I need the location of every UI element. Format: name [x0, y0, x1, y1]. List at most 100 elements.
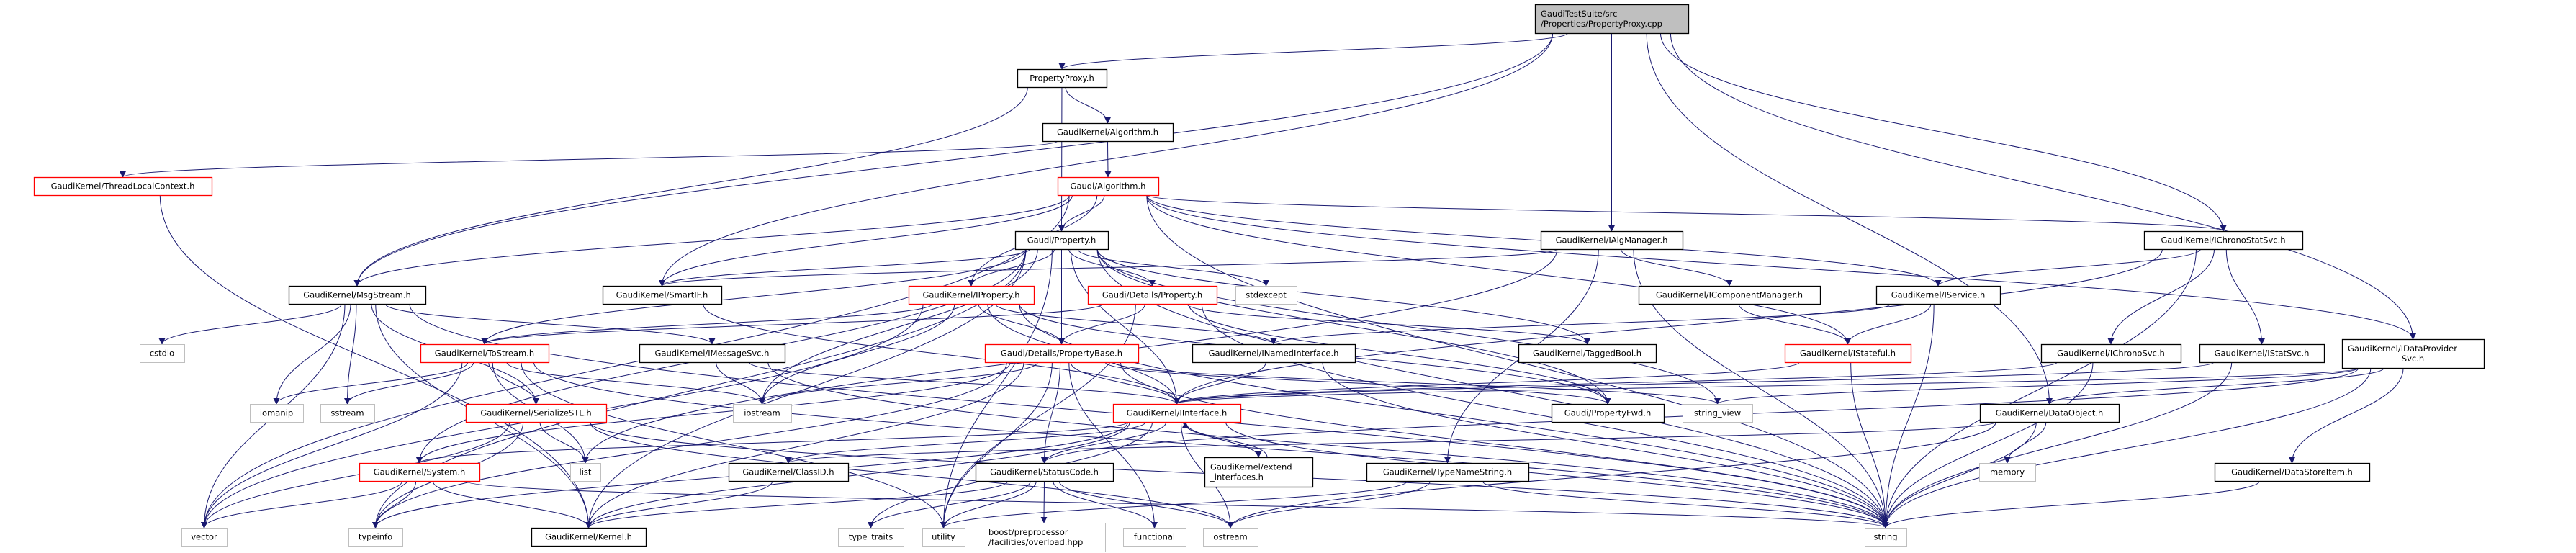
node-utility: utility [922, 528, 965, 547]
node-box [983, 523, 1106, 552]
node-box [288, 285, 427, 305]
edge-tostream-to-serial [488, 361, 539, 405]
node-label: GaudiKernel/INamedInterface.h [1209, 349, 1339, 359]
edge-serial-to-ostream [590, 421, 1234, 529]
node-dobj[interactable]: GaudiKernel/DataObject.h [1979, 403, 2120, 423]
node-imsg[interactable]: GaudiKernel/IMessageSvc.h [639, 343, 786, 364]
node-gprop[interactable]: Gaudi/Property.h [1014, 230, 1109, 251]
node-label: GaudiKernel/IProperty.h [922, 290, 1019, 300]
node-classid[interactable]: GaudiKernel/ClassID.h [728, 462, 850, 482]
edge-serial-to-list [539, 421, 589, 464]
node-label: GaudiKernel/MsgStream.h [303, 290, 411, 300]
node-label: GaudiKernel/IInterface.h [1127, 408, 1228, 418]
edge-imsg-to-string [767, 361, 1889, 529]
node-label: GaudiKernel/IComponentManager.h [1656, 290, 1803, 300]
edge-gprop-to-tagged [1096, 248, 1590, 345]
node-iint[interactable]: GaudiKernel/IInterface.h [1112, 403, 1242, 423]
node-system[interactable]: GaudiKernel/System.h [359, 462, 481, 482]
edge-iprop-to-pbase [978, 303, 1065, 345]
edge-system-to-kernel [432, 480, 592, 529]
node-pph[interactable]: PropertyProxy.h [1017, 68, 1108, 89]
edge-pbase-to-system [416, 361, 1011, 464]
node-label: GaudiKernel/IChronoStatSvc.h [2161, 235, 2285, 246]
node-dprop[interactable]: Gaudi/Details/Property.h [1087, 285, 1218, 305]
node-smartif[interactable]: GaudiKernel/SmartIF.h [602, 285, 723, 305]
node-isvc[interactable]: GaudiKernel/IService.h [1875, 285, 2001, 305]
node-statuscode[interactable]: GaudiKernel/StatusCode.h [975, 462, 1114, 482]
edge-serial-to-vector [201, 421, 510, 529]
node-label: GaudiKernel/IStateful.h [1800, 349, 1896, 359]
node-msg[interactable]: GaudiKernel/MsgStream.h [288, 285, 427, 305]
node-dsi[interactable]: GaudiKernel/DataStoreItem.h [2214, 462, 2371, 482]
node-icm[interactable]: GaudiKernel/IComponentManager.h [1638, 285, 1821, 305]
node-pbase[interactable]: Gaudi/Details/PropertyBase.h [984, 343, 1140, 364]
edge-istat-to-string [1882, 361, 2233, 529]
node-label: GaudiKernel/TaggedBool.h [1533, 349, 1641, 359]
edge-icss-to-iint [1174, 248, 2163, 405]
node-root[interactable]: GaudiTestSuite/src/Properties/PropertyPr… [1534, 4, 1690, 35]
node-box [984, 343, 1140, 364]
node-list: list [570, 463, 601, 482]
node-box [1534, 4, 1690, 35]
edge-ialgm-to-icm [1621, 248, 1733, 287]
node-label: Gaudi/Algorithm.h [1071, 181, 1146, 192]
node-tostream[interactable]: GaudiKernel/ToStream.h [420, 343, 550, 364]
node-box [1865, 528, 1907, 547]
node-box [1518, 343, 1657, 364]
node-iostream: iostream [733, 404, 792, 423]
edge-iprop-to-iostream [759, 303, 955, 405]
edge-istateful-to-string [1850, 361, 1889, 529]
node-iprop[interactable]: GaudiKernel/IProperty.h [908, 285, 1035, 305]
node-label: GaudiKernel/ToStream.h [435, 349, 534, 359]
node-pfwd[interactable]: Gaudi/PropertyFwd.h [1551, 403, 1665, 423]
edge-gprop-to-tostream [481, 248, 1027, 345]
node-inamed[interactable]: GaudiKernel/INamedInterface.h [1192, 343, 1356, 364]
node-gkalg[interactable]: GaudiKernel/Algorithm.h [1042, 122, 1174, 143]
node-label: /facilities/overload.hpp [988, 537, 1083, 547]
node-label: Gaudi/Property.h [1027, 235, 1096, 246]
node-istat[interactable]: GaudiKernel/IStatSvc.h [2199, 343, 2325, 364]
edge-tostream-to-string [533, 361, 1889, 529]
node-label: GaudiKernel/System.h [374, 467, 466, 477]
node-tlc[interactable]: GaudiKernel/ThreadLocalContext.h [33, 176, 213, 197]
node-label: typeinfo [359, 532, 392, 542]
edge-system-to-typeinfo [372, 480, 417, 529]
node-sview: string_view [1683, 404, 1753, 423]
node-label: type_traits [849, 532, 893, 542]
node-kernel[interactable]: GaudiKernel/Kernel.h [531, 527, 647, 547]
node-extend[interactable]: GaudiKernel/extend_interfaces.h [1204, 457, 1314, 488]
edge-gprop-to-pfwd [1096, 248, 1611, 405]
node-cstdio: cstdio [140, 344, 185, 363]
node-box [1875, 285, 2001, 305]
edge-gkalg-to-tlc [120, 140, 1058, 178]
node-box [33, 176, 213, 197]
node-label: _interfaces.h [1210, 472, 1264, 482]
node-label: memory [1990, 467, 2025, 477]
node-istateful[interactable]: GaudiKernel/IStateful.h [1784, 343, 1912, 364]
node-label: GaudiKernel/DataObject.h [1996, 408, 2104, 418]
edge-icm-to-istateful [1738, 303, 1851, 345]
node-icss[interactable]: GaudiKernel/IChronoStatSvc.h [2143, 230, 2304, 251]
node-label: ostream [1213, 532, 1247, 542]
node-box [602, 285, 723, 305]
edge-idp-to-string [1882, 367, 2372, 529]
edge-statuscode-to-typetraits [868, 480, 1031, 529]
edge-icss-to-isvc [1935, 248, 2201, 287]
node-serial[interactable]: GaudiKernel/SerializeSTL.h [465, 403, 608, 423]
node-ichrono[interactable]: GaudiKernel/IChronoSvc.h [2040, 343, 2182, 364]
edge-tostream-to-vector [201, 361, 463, 529]
node-box [2040, 343, 2182, 364]
node-box [1203, 528, 1258, 547]
edge-msg-to-iomanip [273, 303, 351, 405]
node-galg[interactable]: Gaudi/Algorithm.h [1057, 176, 1160, 197]
node-tns[interactable]: GaudiKernel/TypeNameString.h [1366, 462, 1530, 482]
node-ialgm[interactable]: GaudiKernel/IAlgManager.h [1540, 230, 1684, 251]
edge-ichrono-to-iint [1174, 361, 2058, 405]
node-tagged[interactable]: GaudiKernel/TaggedBool.h [1518, 343, 1657, 364]
node-box [1112, 403, 1242, 423]
node-vector: vector [181, 528, 228, 547]
edge-pbase-to-iostream [759, 361, 1038, 405]
node-sstream: sstream [320, 404, 375, 423]
node-string: string [1865, 528, 1907, 547]
